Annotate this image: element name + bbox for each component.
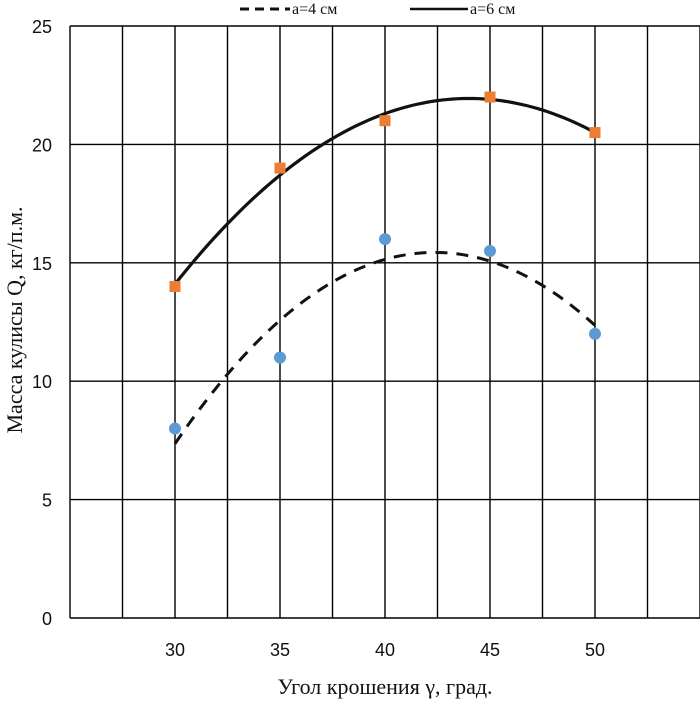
y-tick-label: 15 bbox=[32, 254, 52, 274]
trendlines bbox=[173, 96, 597, 445]
data-point-circle bbox=[484, 244, 496, 257]
grid bbox=[69, 25, 700, 619]
y-axis-title: Масса кулисы Q, кг/п.м. bbox=[2, 206, 27, 433]
legend-label-a4: a=4 см bbox=[292, 1, 337, 18]
data-point-square bbox=[169, 280, 181, 292]
legend-label-a6: a=6 см bbox=[470, 1, 515, 18]
data-point-square bbox=[274, 162, 286, 174]
x-tick-label: 45 bbox=[480, 640, 500, 660]
x-tick-label: 40 bbox=[375, 640, 395, 660]
x-axis-title: Угол крошения γ, град. bbox=[277, 674, 492, 699]
data-point-square bbox=[484, 91, 496, 103]
y-tick-label: 5 bbox=[42, 491, 52, 511]
y-tick-label: 10 bbox=[32, 372, 52, 392]
y-tick-label: 20 bbox=[32, 135, 52, 155]
data-point-square bbox=[589, 127, 601, 139]
y-tick-label: 0 bbox=[42, 609, 52, 629]
data-point-square bbox=[379, 115, 391, 127]
legend: a=4 см a=6 см bbox=[240, 1, 515, 18]
x-tick-labels: 30 35 40 45 50 bbox=[165, 640, 605, 660]
data-point-circle bbox=[379, 233, 391, 246]
x-tick-label: 35 bbox=[270, 640, 290, 660]
data-point-circle bbox=[589, 327, 601, 340]
trendline-series-1 bbox=[173, 250, 597, 445]
x-tick-label: 30 bbox=[165, 640, 185, 660]
y-tick-label: 25 bbox=[32, 17, 52, 37]
data-point-circle bbox=[274, 351, 286, 364]
data-point-circle bbox=[169, 422, 181, 435]
y-tick-labels: 0 5 10 15 20 25 bbox=[32, 17, 52, 629]
data-points bbox=[169, 91, 601, 435]
x-tick-label: 50 bbox=[585, 640, 605, 660]
trendline-series-2 bbox=[173, 96, 596, 286]
